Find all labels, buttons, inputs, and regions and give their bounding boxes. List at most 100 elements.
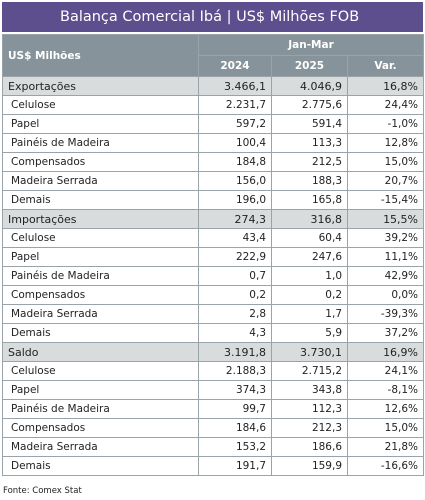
cell-value: 1,0 xyxy=(271,266,348,286)
cell-value: 186,6 xyxy=(271,437,348,457)
row-label: Papel xyxy=(2,380,199,400)
cell-value: 60,4 xyxy=(271,228,348,248)
header-period: Jan-Mar xyxy=(197,34,425,56)
cell-value: 100,4 xyxy=(198,133,272,153)
cell-value: 37,2% xyxy=(346,323,425,343)
cell-value: 112,3 xyxy=(271,399,348,419)
row-label: Painéis de Madeira xyxy=(2,399,199,419)
item-row: Compensados 0,2 0,2 0,0% xyxy=(2,285,425,305)
item-row: Compensados 184,8 212,5 15,0% xyxy=(2,152,425,172)
cell-value: 11,1% xyxy=(346,247,425,267)
cell-value: 212,5 xyxy=(271,152,348,172)
row-label: Demais xyxy=(2,323,199,343)
cell-value: 0,2 xyxy=(198,285,272,305)
row-label: Importações xyxy=(2,209,199,229)
row-label: Celulose xyxy=(2,228,199,248)
item-row: Celulose 43,4 60,4 39,2% xyxy=(2,228,425,248)
column-header: 2025 xyxy=(271,55,348,77)
row-label: Painéis de Madeira xyxy=(2,133,199,153)
item-row: Demais 191,7 159,9 -16,6% xyxy=(2,456,425,476)
row-label: Saldo xyxy=(2,342,199,362)
cell-value: 113,3 xyxy=(271,133,348,153)
cell-value: 0,2 xyxy=(271,285,348,305)
cell-value: 16,9% xyxy=(346,342,425,362)
cell-value: -39,3% xyxy=(346,304,425,324)
cell-value: 3.466,1 xyxy=(198,76,272,96)
cell-value: 3.191,8 xyxy=(198,342,272,362)
row-label: Exportações xyxy=(2,76,199,96)
cell-value: 1,7 xyxy=(271,304,348,324)
item-row: Celulose 2.188,3 2.715,2 24,1% xyxy=(2,361,425,381)
cell-value: 591,4 xyxy=(271,114,348,134)
cell-value: 99,7 xyxy=(198,399,272,419)
group-row: Importações 274,3 316,8 15,5% xyxy=(2,209,425,229)
cell-value: 165,8 xyxy=(271,190,348,210)
item-row: Painéis de Madeira 99,7 112,3 12,6% xyxy=(2,399,425,419)
cell-value: 43,4 xyxy=(198,228,272,248)
cell-value: 12,8% xyxy=(346,133,425,153)
item-row: Celulose 2.231,7 2.775,6 24,4% xyxy=(2,95,425,115)
item-row: Madeira Serrada 153,2 186,6 21,8% xyxy=(2,437,425,457)
cell-value: 2,8 xyxy=(198,304,272,324)
cell-value: 2.775,6 xyxy=(271,95,348,115)
cell-value: 184,6 xyxy=(198,418,272,438)
cell-value: 597,2 xyxy=(198,114,272,134)
source-note: Fonte: Comex Stat xyxy=(3,486,82,496)
column-header: 2024 xyxy=(198,55,272,77)
cell-value: 20,7% xyxy=(346,171,425,191)
row-label: Compensados xyxy=(2,418,199,438)
item-row: Papel 374,3 343,8 -8,1% xyxy=(2,380,425,400)
cell-value: -15,4% xyxy=(346,190,425,210)
row-label: Celulose xyxy=(2,95,199,115)
row-label: Madeira Serrada xyxy=(2,304,199,324)
row-label: Madeira Serrada xyxy=(2,437,199,457)
cell-value: -8,1% xyxy=(346,380,425,400)
cell-value: 274,3 xyxy=(198,209,272,229)
row-label: Compensados xyxy=(2,285,199,305)
cell-value: 15,0% xyxy=(346,418,425,438)
row-label: Demais xyxy=(2,190,199,210)
cell-value: 0,0% xyxy=(346,285,425,305)
cell-value: 16,8% xyxy=(346,76,425,96)
trade-table: US$ Milhões Jan-Mar 2024 2025 Var. Exporta… xyxy=(2,34,425,476)
item-row: Demais 196,0 165,8 -15,4% xyxy=(2,190,425,210)
row-label: Madeira Serrada xyxy=(2,171,199,191)
item-row: Papel 597,2 591,4 -1,0% xyxy=(2,114,425,134)
item-row: Madeira Serrada 156,0 188,3 20,7% xyxy=(2,171,425,191)
cell-value: 2.188,3 xyxy=(198,361,272,381)
cell-value: 0,7 xyxy=(198,266,272,286)
cell-value: 374,3 xyxy=(198,380,272,400)
item-row: Madeira Serrada 2,8 1,7 -39,3% xyxy=(2,304,425,324)
item-row: Painéis de Madeira 100,4 113,3 12,8% xyxy=(2,133,425,153)
cell-value: 15,0% xyxy=(346,152,425,172)
cell-value: 15,5% xyxy=(346,209,425,229)
cell-value: 316,8 xyxy=(271,209,348,229)
cell-value: 12,6% xyxy=(346,399,425,419)
cell-value: 3.730,1 xyxy=(271,342,348,362)
item-row: Painéis de Madeira 0,7 1,0 42,9% xyxy=(2,266,425,286)
row-label: Papel xyxy=(2,247,199,267)
cell-value: 4.046,9 xyxy=(271,76,348,96)
item-row: Compensados 184,6 212,3 15,0% xyxy=(2,418,425,438)
cell-value: 159,9 xyxy=(271,456,348,476)
row-label: Painéis de Madeira xyxy=(2,266,199,286)
cell-value: 196,0 xyxy=(198,190,272,210)
title: Balança Comercial Ibá | US$ Milhões FOB xyxy=(2,2,423,32)
cell-value: 153,2 xyxy=(198,437,272,457)
cell-value: 24,4% xyxy=(346,95,425,115)
row-label: Demais xyxy=(2,456,199,476)
cell-value: 188,3 xyxy=(271,171,348,191)
row-label: Papel xyxy=(2,114,199,134)
cell-value: 247,6 xyxy=(271,247,348,267)
group-row: Exportações 3.466,1 4.046,9 16,8% xyxy=(2,76,425,96)
row-label: Compensados xyxy=(2,152,199,172)
cell-value: 42,9% xyxy=(346,266,425,286)
cell-value: -1,0% xyxy=(346,114,425,134)
cell-value: 156,0 xyxy=(198,171,272,191)
item-row: Papel 222,9 247,6 11,1% xyxy=(2,247,425,267)
column-header: Var. xyxy=(346,55,425,77)
cell-value: 39,2% xyxy=(346,228,425,248)
cell-value: -16,6% xyxy=(346,456,425,476)
cell-value: 343,8 xyxy=(271,380,348,400)
item-row: Demais 4,3 5,9 37,2% xyxy=(2,323,425,343)
